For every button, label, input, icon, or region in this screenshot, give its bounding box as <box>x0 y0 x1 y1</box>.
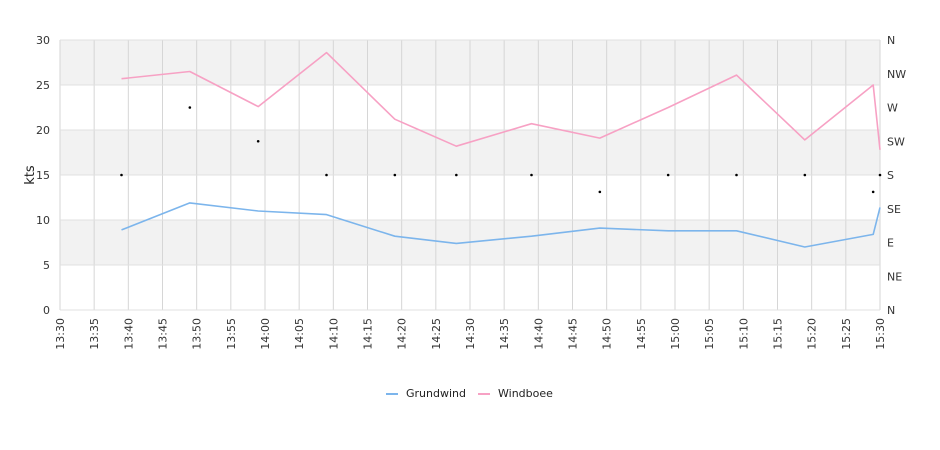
x-tick-label: 15:15 <box>772 318 785 350</box>
x-tick-label: 13:50 <box>191 318 204 350</box>
direction-tick-label: SW <box>887 135 905 148</box>
x-tick-label: 15:25 <box>840 318 853 350</box>
y-tick-label: 15 <box>36 169 50 182</box>
direction-marker <box>666 173 670 177</box>
horizontal-gridlines <box>60 39 880 311</box>
direction-tick-label: NW <box>887 68 906 81</box>
x-tick-label: 14:45 <box>567 318 580 350</box>
direction-marker <box>735 173 738 177</box>
x-tick-label: 15:05 <box>703 318 716 350</box>
direction-tick-label: N <box>887 34 895 47</box>
legend-label: Windboee <box>498 387 553 400</box>
legend: Grundwind Windboee <box>386 387 553 400</box>
x-tick-label: 15:00 <box>669 318 682 350</box>
x-tick-label: 15:10 <box>737 318 750 350</box>
right-y-axis: N NE E SE S SW W NW N <box>887 34 906 317</box>
series-line-grundwind <box>121 202 881 248</box>
direction-marker <box>598 190 602 194</box>
direction-marker <box>878 173 882 177</box>
direction-marker <box>188 106 192 109</box>
y-tick-label: 20 <box>36 124 50 137</box>
x-tick-label: 14:00 <box>259 318 272 350</box>
x-tick-label: 15:20 <box>806 318 819 350</box>
x-tick-label: 14:55 <box>635 318 648 350</box>
direction-marker <box>530 173 533 177</box>
x-tick-label: 14:30 <box>464 318 477 350</box>
x-tick-label: 13:30 <box>54 318 67 350</box>
x-tick-label: 14:35 <box>498 318 511 350</box>
x-tick-label: 14:05 <box>293 318 306 350</box>
legend-item-grundwind[interactable]: Grundwind <box>386 387 466 400</box>
left-y-axis: 0 5 10 15 20 25 30 <box>36 34 50 317</box>
direction-tick-label: SE <box>887 203 901 216</box>
x-tick-label: 14:10 <box>327 318 340 350</box>
direction-tick-label: N <box>887 304 895 317</box>
direction-marker <box>120 173 123 177</box>
x-tick-label: 13:40 <box>122 318 135 350</box>
direction-marker <box>325 173 328 177</box>
x-tick-label: 14:50 <box>601 318 614 350</box>
direction-markers <box>120 106 882 194</box>
x-axis: 13:30 13:35 13:40 13:45 13:50 13:55 14:00 14:05… <box>54 318 887 350</box>
direction-marker <box>455 173 458 177</box>
x-tick-label: 14:25 <box>430 318 443 350</box>
direction-tick-label: E <box>887 237 894 250</box>
y-tick-label: 30 <box>36 34 50 47</box>
x-tick-label: 13:55 <box>225 318 238 350</box>
direction-tick-label: NE <box>887 270 902 283</box>
direction-marker <box>393 173 397 177</box>
x-tick-label: 14:15 <box>362 318 375 350</box>
y-tick-label: 0 <box>43 304 50 317</box>
x-tick-label: 15:30 <box>874 318 887 350</box>
x-tick-label: 14:20 <box>396 318 409 350</box>
legend-label: Grundwind <box>406 387 466 400</box>
y-tick-label: 25 <box>36 79 50 92</box>
series-lines <box>121 51 881 248</box>
y-tick-label: 5 <box>43 259 50 272</box>
series-line-windboee <box>121 51 881 150</box>
x-tick-label: 13:45 <box>157 318 170 350</box>
direction-tick-label: W <box>887 102 898 115</box>
direction-marker <box>871 190 875 194</box>
y-tick-label: 10 <box>36 214 50 227</box>
x-tick-label: 14:40 <box>532 318 545 350</box>
y-axis-title: kts <box>23 165 38 185</box>
direction-marker <box>803 173 807 177</box>
direction-marker <box>256 139 260 143</box>
x-tick-label: 13:35 <box>88 318 101 350</box>
direction-tick-label: S <box>887 169 894 182</box>
legend-item-windboee[interactable]: Windboee <box>478 387 553 400</box>
